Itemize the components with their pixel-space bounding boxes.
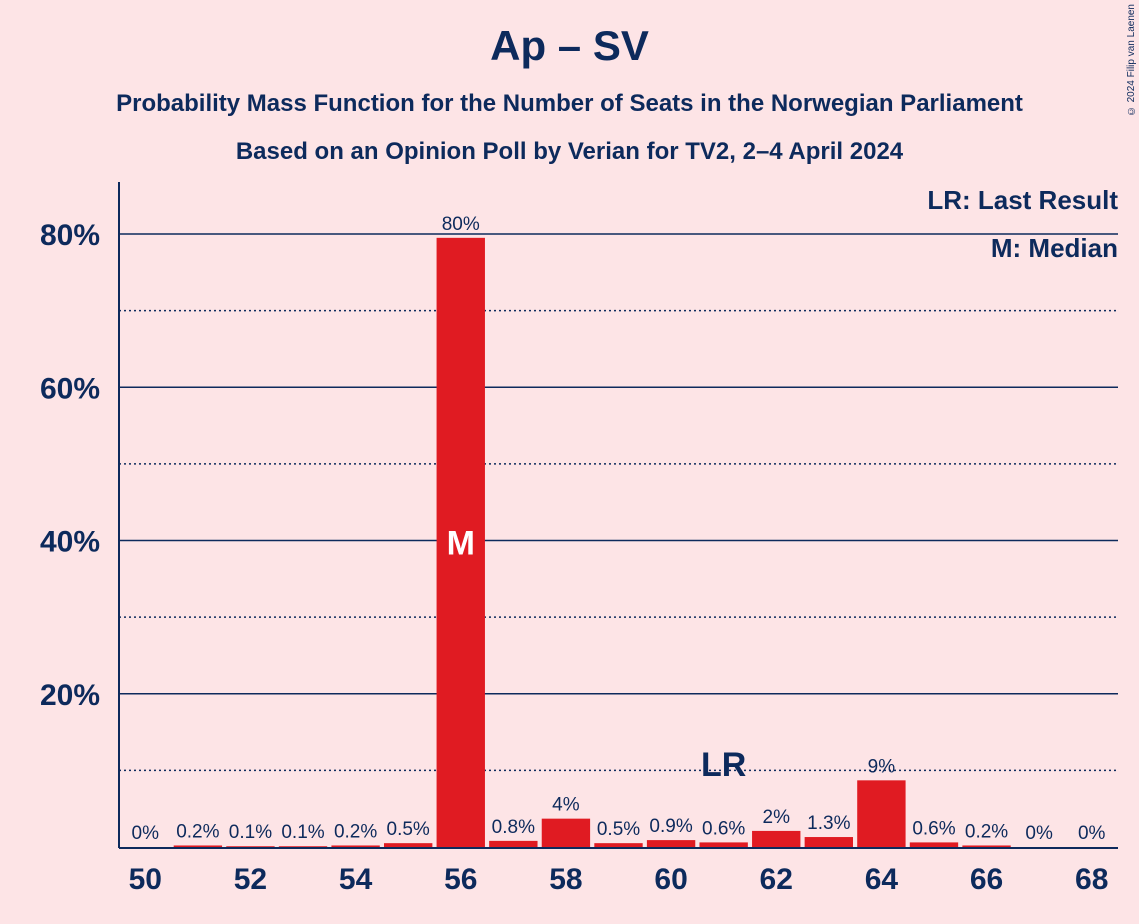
bar — [436, 237, 485, 848]
chart-title: Ap – SV — [490, 22, 649, 69]
bar — [962, 845, 1011, 847]
data-labels: 0% 0.2% 0.1% 0.1% 0.2% 0.5% 80% 0.8% 4% 0.5% 0.9% 0… — [132, 214, 1106, 844]
chart-subtitle: Probability Mass Function for the Number… — [116, 90, 1023, 117]
data-label: 0.2% — [965, 821, 1008, 842]
data-label: 0.5% — [597, 819, 640, 840]
bar — [909, 842, 959, 847]
x-tick-label: 60 — [654, 863, 687, 896]
data-label: 1.3% — [807, 813, 850, 834]
bar — [541, 818, 591, 847]
legend-median: M: Median — [991, 233, 1118, 263]
data-label: 9% — [868, 756, 896, 777]
bar — [489, 840, 538, 847]
bars — [173, 237, 1011, 848]
data-label: 0.1% — [281, 822, 324, 843]
bar — [226, 846, 275, 847]
data-label: 0.9% — [649, 816, 692, 837]
data-label: 0% — [132, 823, 160, 844]
data-label: 80% — [442, 214, 480, 235]
x-tick-label: 68 — [1075, 863, 1108, 896]
bar — [646, 840, 696, 847]
bar — [383, 843, 433, 847]
data-label: 0.6% — [912, 818, 955, 839]
legend-last-result: LR: Last Result — [927, 185, 1118, 215]
x-tick-label: 58 — [549, 863, 582, 896]
bar — [804, 837, 854, 847]
data-label: 0.5% — [387, 819, 430, 840]
bar — [331, 845, 380, 847]
x-tick-label: 54 — [339, 863, 373, 896]
y-tick-label: 60% — [40, 372, 100, 405]
data-label: 0.1% — [229, 822, 272, 843]
y-tick-label: 80% — [40, 219, 100, 252]
last-result-marker: LR — [701, 746, 746, 784]
x-tick-label: 64 — [865, 863, 899, 896]
x-tick-label: 66 — [970, 863, 1003, 896]
y-tick-label: 20% — [40, 679, 100, 712]
y-tick-label: 40% — [40, 526, 100, 559]
data-label: 0% — [1078, 823, 1106, 844]
data-label: 2% — [763, 807, 791, 828]
bar — [752, 830, 801, 847]
bar — [857, 780, 906, 847]
data-label: 0.2% — [334, 821, 377, 842]
bar — [699, 842, 748, 847]
bar — [173, 845, 223, 847]
data-label: 4% — [552, 795, 580, 816]
x-tick-label: 62 — [760, 863, 793, 896]
gridlines — [119, 233, 1118, 772]
chart-source: Based on an Opinion Poll by Verian for T… — [235, 138, 904, 165]
x-tick-label: 50 — [129, 863, 162, 896]
data-label: 0.2% — [176, 821, 219, 842]
x-tick-label: 56 — [444, 863, 477, 896]
data-label: 0.8% — [492, 817, 535, 838]
data-label: 0.6% — [702, 818, 745, 839]
median-marker: M — [447, 524, 475, 562]
bar — [278, 846, 328, 847]
data-label: 0% — [1025, 823, 1053, 844]
bar — [594, 843, 643, 847]
x-tick-label: 52 — [234, 863, 267, 896]
axes: 20% 40% 60% 80% 50 52 54 56 58 60 62 64 66 68 — [40, 182, 1118, 896]
